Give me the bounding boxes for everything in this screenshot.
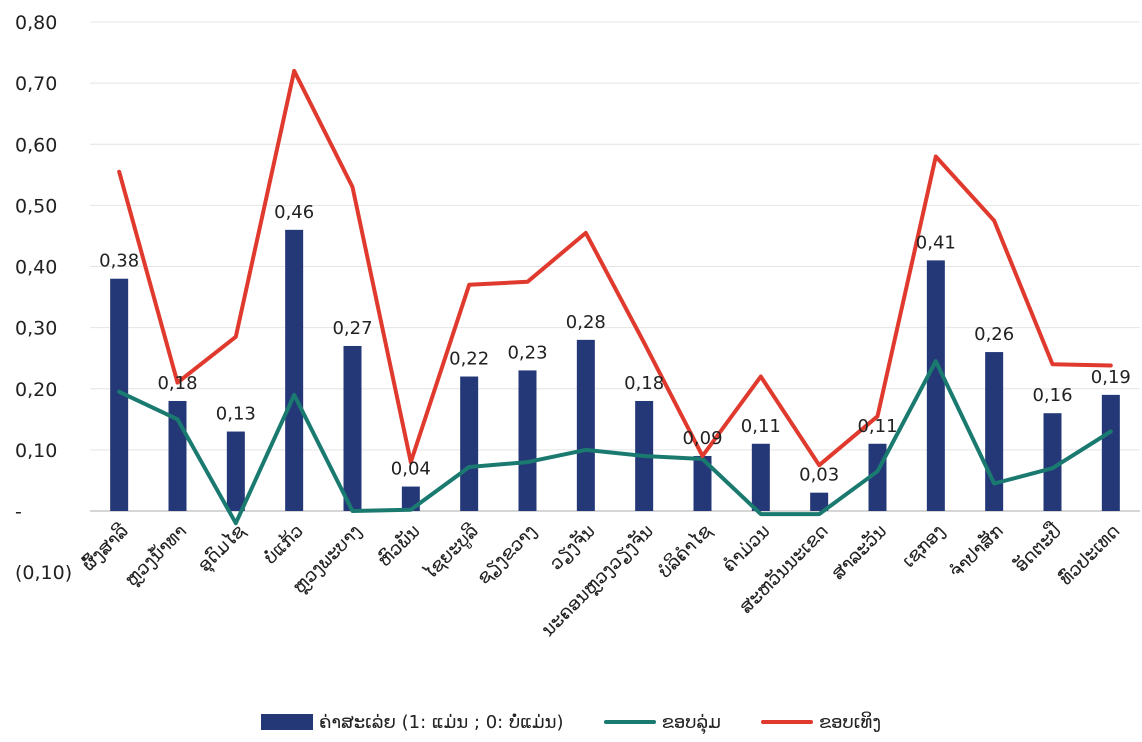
y-tick-label: 0,30 — [15, 318, 57, 340]
bar — [226, 431, 245, 511]
category-label: ທົ່ວປະເທດ — [1055, 520, 1125, 590]
y-tick-label: 0,60 — [15, 134, 57, 156]
legend-swatch-lower — [603, 720, 656, 724]
y-tick-label: 0,80 — [15, 12, 57, 34]
y-tick-label: - — [15, 501, 22, 523]
legend-label-mean: ຄ່າສະເລ່ຍ (1: ແມ່ນ ; 0: ບໍ່ແມ່ນ) — [318, 711, 564, 733]
y-tick-label: 0,40 — [15, 257, 57, 279]
data-labels: 0,38 0,18 0,13 0,46 0,27 0,04 0,22 0,23 0,28 0,18… — [99, 202, 1131, 486]
bar-data-label: 0,18 — [624, 373, 664, 394]
bar — [518, 370, 537, 511]
bar-data-label: 0,16 — [1032, 385, 1072, 406]
category-label: ອັດຕະປື — [1009, 519, 1066, 576]
legend-label-upper: ຂອບເທິງ — [818, 711, 882, 733]
bar-data-label: 0,03 — [799, 465, 839, 486]
series-line — [117, 359, 1113, 526]
bar — [926, 260, 945, 511]
category-label: ວຽງຈັນ — [545, 520, 600, 575]
y-tick-label: (0,10) — [15, 562, 72, 584]
bar — [693, 455, 712, 511]
bar — [460, 376, 479, 511]
legend-item-lower: ຂອບລຸ່ມ — [603, 711, 721, 733]
bar — [110, 278, 129, 511]
bar — [810, 492, 829, 511]
y-tick-label: 0,50 — [15, 195, 57, 217]
category-label: ເຊກອງ — [898, 521, 949, 572]
bar-data-label: 0,13 — [216, 404, 256, 425]
y-axis-ticks: (0,10) - 0,10 0,20 0,30 0,40 0,50 0,60 0,70 0,80 — [15, 12, 72, 584]
bar — [285, 229, 304, 511]
bar — [1043, 413, 1062, 511]
bar-data-label: 0,11 — [741, 416, 781, 437]
bar-data-label: 0,23 — [507, 342, 547, 363]
bar-data-label: 0,19 — [1091, 367, 1131, 388]
category-label: ອຸດົມໄຊ — [193, 520, 251, 578]
bar — [1101, 394, 1120, 511]
category-label: ບໍລິຄໍາໄຊ — [654, 520, 716, 582]
legend: ຄ່າສະເລ່ຍ (1: ແມ່ນ ; 0: ບໍ່ແມ່ນ) ຂອບລຸ່ມ… — [0, 707, 1142, 737]
category-label: ບໍ່ແກ້ວ — [260, 521, 308, 569]
bar — [343, 345, 362, 511]
legend-label-lower: ຂອບລຸ່ມ — [661, 711, 721, 733]
bar-data-label: 0,18 — [157, 373, 197, 394]
bar-data-label: 0,09 — [682, 428, 722, 449]
category-label: ຫົວພັນ — [373, 520, 424, 571]
bar-data-label: 0,27 — [332, 318, 372, 339]
bar-series — [110, 229, 1120, 511]
legend-item-upper: ຂອບເທິງ — [760, 711, 882, 733]
category-label: ຄໍາມ່ວນ — [719, 521, 775, 577]
category-label: ຊຽງຂວາງ — [473, 521, 541, 589]
bar-data-label: 0,38 — [99, 251, 139, 272]
series-line — [117, 68, 1113, 468]
y-tick-label: 0,70 — [15, 73, 57, 95]
bar-data-label: 0,22 — [449, 349, 489, 370]
bar-data-label: 0,28 — [566, 312, 606, 333]
bar — [985, 352, 1004, 511]
bar-data-label: 0,04 — [391, 459, 431, 480]
x-axis-categories: ຜົ້ງສາລີຫຼວງນໍ້າທາ ອຸດົມໄຊ ບໍ່ແກ້ວຫຼວງພະບາ… — [78, 519, 1125, 641]
bar-data-label: 0,46 — [274, 202, 314, 223]
legend-swatch-mean — [260, 714, 313, 730]
category-label: ນະຄອນຫຼວງວຽງຈັນ — [537, 520, 659, 642]
bar-data-label: 0,11 — [857, 416, 897, 437]
category-label: ສາລະວັນ — [827, 520, 891, 584]
bar-data-label: 0,41 — [916, 232, 956, 253]
category-label: ຈໍາປາສັກ — [945, 520, 1008, 583]
bar — [576, 339, 595, 511]
bar — [751, 443, 770, 511]
line-series — [117, 68, 1113, 526]
legend-swatch-upper — [760, 720, 813, 724]
category-label: ຫຼວງນໍ້າທາ — [121, 521, 192, 592]
bar-data-label: 0,26 — [974, 324, 1014, 345]
y-tick-label: 0,10 — [15, 440, 57, 462]
category-label: ຜົ້ງສາລີ — [78, 520, 133, 575]
legend-item-mean: ຄ່າສະເລ່ຍ (1: ແມ່ນ ; 0: ບໍ່ແມ່ນ) — [260, 711, 564, 733]
gridlines — [90, 21, 1140, 512]
y-tick-label: 0,20 — [15, 379, 57, 401]
